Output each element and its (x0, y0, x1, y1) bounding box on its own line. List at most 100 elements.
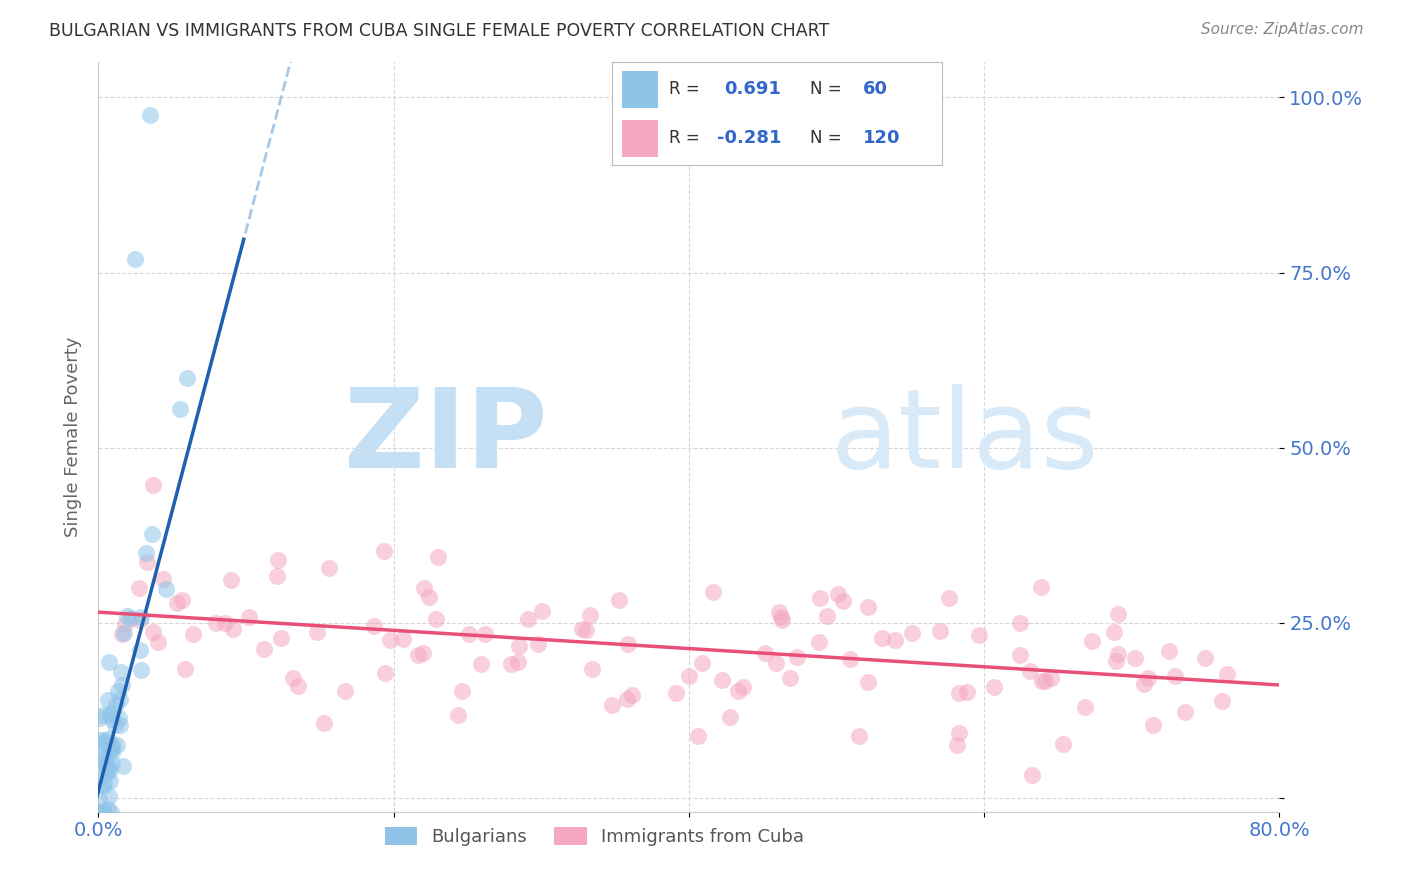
Point (765, 656, 787, 670)
Point (1105, 654, 1128, 668)
Bar (621, 120, 658, 157)
Point (807, 634, 830, 648)
Point (1033, 673, 1056, 688)
Point (948, 686, 970, 700)
Point (831, 594, 853, 608)
Point (770, 613, 793, 627)
Point (97, 731, 120, 746)
Point (1018, 664, 1040, 678)
Point (101, 713, 124, 727)
Point (238, 610, 260, 624)
Point (1107, 607, 1129, 621)
Point (96, 766, 118, 780)
Point (91, 752, 114, 766)
Point (458, 627, 481, 641)
Text: 60: 60 (863, 79, 887, 97)
Point (1174, 705, 1197, 719)
Point (146, 634, 169, 648)
Point (105, 698, 128, 712)
Point (418, 590, 440, 604)
Point (531, 604, 554, 618)
Point (166, 596, 188, 610)
Point (1157, 644, 1180, 658)
Point (779, 671, 801, 685)
Point (374, 666, 396, 681)
Point (129, 663, 152, 677)
Point (786, 650, 808, 665)
Point (770, 610, 793, 624)
Point (506, 655, 529, 669)
Point (98, 706, 121, 721)
Point (172, 593, 194, 607)
Point (373, 543, 395, 558)
Point (363, 619, 385, 633)
Point (128, 581, 150, 595)
Point (1104, 625, 1126, 640)
Point (508, 639, 530, 653)
Point (827, 587, 849, 601)
Point (929, 624, 952, 638)
Point (1142, 717, 1164, 731)
Point (152, 572, 174, 586)
Point (136, 555, 159, 569)
Point (103, 706, 125, 720)
Point (173, 662, 195, 676)
Point (90, 746, 112, 760)
Point (97, 692, 120, 706)
Point (107, 711, 129, 725)
Point (111, 678, 134, 692)
Point (883, 632, 905, 647)
Point (1031, 673, 1053, 688)
Text: 120: 120 (863, 128, 900, 147)
Point (838, 652, 860, 666)
Point (718, 709, 741, 723)
Point (575, 624, 598, 638)
Point (93, 777, 115, 791)
Point (94, 732, 117, 747)
Point (412, 647, 434, 661)
Point (120, 611, 142, 625)
Point (392, 632, 415, 646)
Point (1194, 650, 1216, 665)
Point (100, 741, 122, 756)
Point (110, 665, 132, 679)
Point (768, 605, 790, 619)
Point (142, 624, 165, 639)
Point (305, 624, 328, 639)
Point (139, 108, 162, 122)
Point (111, 759, 134, 773)
Point (89, 732, 111, 747)
Point (314, 715, 336, 730)
Point (181, 627, 204, 641)
Point (581, 662, 603, 676)
Point (1133, 677, 1156, 691)
Point (1137, 671, 1160, 685)
Point (516, 612, 538, 626)
Point (450, 684, 472, 698)
Point (205, 616, 228, 631)
Point (616, 637, 638, 651)
Point (686, 729, 709, 743)
Point (1031, 580, 1053, 594)
Point (690, 656, 713, 670)
Point (100, 740, 122, 755)
Point (117, 608, 139, 623)
Point (104, 718, 127, 732)
Point (470, 657, 492, 671)
Text: R =: R = (669, 128, 706, 147)
Point (141, 526, 163, 541)
Point (1021, 767, 1043, 781)
Text: atlas: atlas (831, 384, 1099, 491)
Point (101, 739, 124, 753)
Text: Source: ZipAtlas.com: Source: ZipAtlas.com (1201, 22, 1364, 37)
Point (108, 692, 131, 706)
Point (413, 581, 436, 595)
Point (754, 646, 776, 660)
Point (571, 622, 593, 636)
Point (967, 628, 990, 642)
Point (607, 592, 630, 607)
Point (214, 616, 236, 631)
Point (219, 573, 242, 587)
Point (89, 805, 111, 819)
Text: BULGARIAN VS IMMIGRANTS FROM CUBA SINGLE FEMALE POVERTY CORRELATION CHART: BULGARIAN VS IMMIGRANTS FROM CUBA SINGLE… (49, 22, 830, 40)
